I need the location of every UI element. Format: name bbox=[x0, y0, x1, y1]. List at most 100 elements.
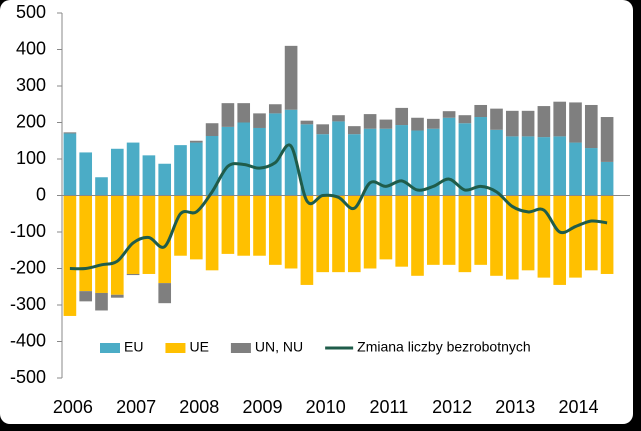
x-tick-label: 2010 bbox=[306, 397, 346, 417]
bar bbox=[268, 104, 282, 114]
legend-label: UE bbox=[189, 339, 208, 355]
bar bbox=[253, 113, 266, 128]
bar bbox=[332, 121, 345, 196]
bar bbox=[142, 195, 156, 274]
bar bbox=[411, 195, 424, 276]
bar bbox=[221, 103, 235, 127]
bar bbox=[237, 122, 251, 196]
bar bbox=[79, 291, 93, 302]
bar bbox=[458, 115, 472, 124]
bar bbox=[237, 103, 251, 123]
legend-label: EU bbox=[124, 339, 143, 355]
bar bbox=[110, 195, 124, 295]
bar bbox=[379, 119, 393, 129]
bar bbox=[63, 132, 77, 134]
bar bbox=[126, 142, 140, 196]
bar bbox=[379, 128, 393, 196]
bar bbox=[110, 294, 124, 298]
bar bbox=[174, 145, 187, 196]
x-tick-label: 2009 bbox=[242, 397, 282, 417]
bar bbox=[316, 195, 330, 273]
bar bbox=[189, 195, 203, 260]
bar bbox=[363, 128, 377, 196]
y-tick-label: -100 bbox=[10, 221, 46, 241]
bar bbox=[205, 195, 219, 271]
bar bbox=[268, 113, 282, 196]
bar bbox=[110, 148, 124, 196]
bar bbox=[474, 117, 488, 196]
x-tick-label: 2014 bbox=[558, 397, 598, 417]
bar bbox=[142, 155, 156, 196]
bar bbox=[537, 137, 551, 196]
bar bbox=[411, 130, 424, 196]
bar bbox=[442, 111, 456, 118]
bar bbox=[490, 195, 503, 276]
bar bbox=[442, 195, 456, 265]
bar bbox=[79, 152, 93, 196]
bar bbox=[600, 117, 614, 162]
bar bbox=[300, 120, 314, 125]
bar bbox=[537, 106, 551, 138]
bar bbox=[395, 195, 409, 267]
y-tick-label: 0 bbox=[36, 184, 46, 204]
bar bbox=[347, 134, 361, 196]
bar bbox=[395, 125, 409, 196]
bar bbox=[395, 107, 409, 126]
bar bbox=[553, 136, 567, 196]
x-tick-label: 2008 bbox=[179, 397, 219, 417]
bar bbox=[363, 195, 377, 269]
bar bbox=[205, 136, 219, 196]
bar bbox=[426, 128, 440, 196]
bar bbox=[553, 195, 567, 285]
bar bbox=[158, 195, 172, 284]
bar bbox=[442, 117, 456, 196]
bar bbox=[521, 195, 535, 271]
bar bbox=[63, 133, 77, 196]
y-tick-label: 300 bbox=[16, 75, 46, 95]
bar bbox=[205, 123, 219, 137]
bar bbox=[268, 195, 282, 265]
bar bbox=[505, 136, 519, 196]
bar bbox=[490, 129, 503, 196]
y-tick-label: -400 bbox=[10, 330, 46, 350]
legend-swatch bbox=[165, 343, 186, 353]
bar bbox=[600, 161, 614, 196]
y-tick-label: -300 bbox=[10, 294, 46, 314]
bar bbox=[505, 195, 519, 280]
bar bbox=[458, 195, 472, 273]
bar bbox=[95, 195, 108, 293]
y-tick-label: 200 bbox=[16, 111, 46, 131]
bar bbox=[505, 110, 519, 137]
bar bbox=[347, 195, 361, 273]
bar bbox=[458, 123, 472, 196]
bar bbox=[126, 273, 140, 276]
legend-swatch bbox=[100, 343, 120, 353]
bar bbox=[300, 124, 314, 196]
bar bbox=[189, 142, 203, 196]
bar bbox=[126, 195, 140, 274]
bar bbox=[584, 195, 598, 271]
bar bbox=[253, 127, 266, 196]
y-tick-label: -200 bbox=[10, 257, 46, 277]
legend-label: Zmiana liczby bezrobotnych bbox=[357, 339, 531, 355]
bar bbox=[490, 108, 503, 130]
bar bbox=[521, 110, 535, 137]
y-tick-label: 500 bbox=[16, 2, 46, 22]
bar bbox=[600, 195, 614, 274]
bar bbox=[316, 134, 330, 196]
bar bbox=[347, 126, 361, 135]
bar bbox=[332, 195, 345, 273]
x-tick-label: 2011 bbox=[370, 397, 409, 417]
bar bbox=[284, 109, 298, 196]
y-tick-label: -500 bbox=[10, 367, 46, 387]
bar bbox=[569, 142, 582, 196]
bar bbox=[411, 117, 424, 131]
bar bbox=[474, 104, 488, 118]
bar bbox=[569, 195, 582, 278]
bar bbox=[253, 195, 266, 256]
bar bbox=[363, 114, 377, 129]
bar bbox=[426, 118, 440, 129]
bar bbox=[237, 195, 251, 256]
x-tick-label: 2012 bbox=[432, 397, 472, 417]
